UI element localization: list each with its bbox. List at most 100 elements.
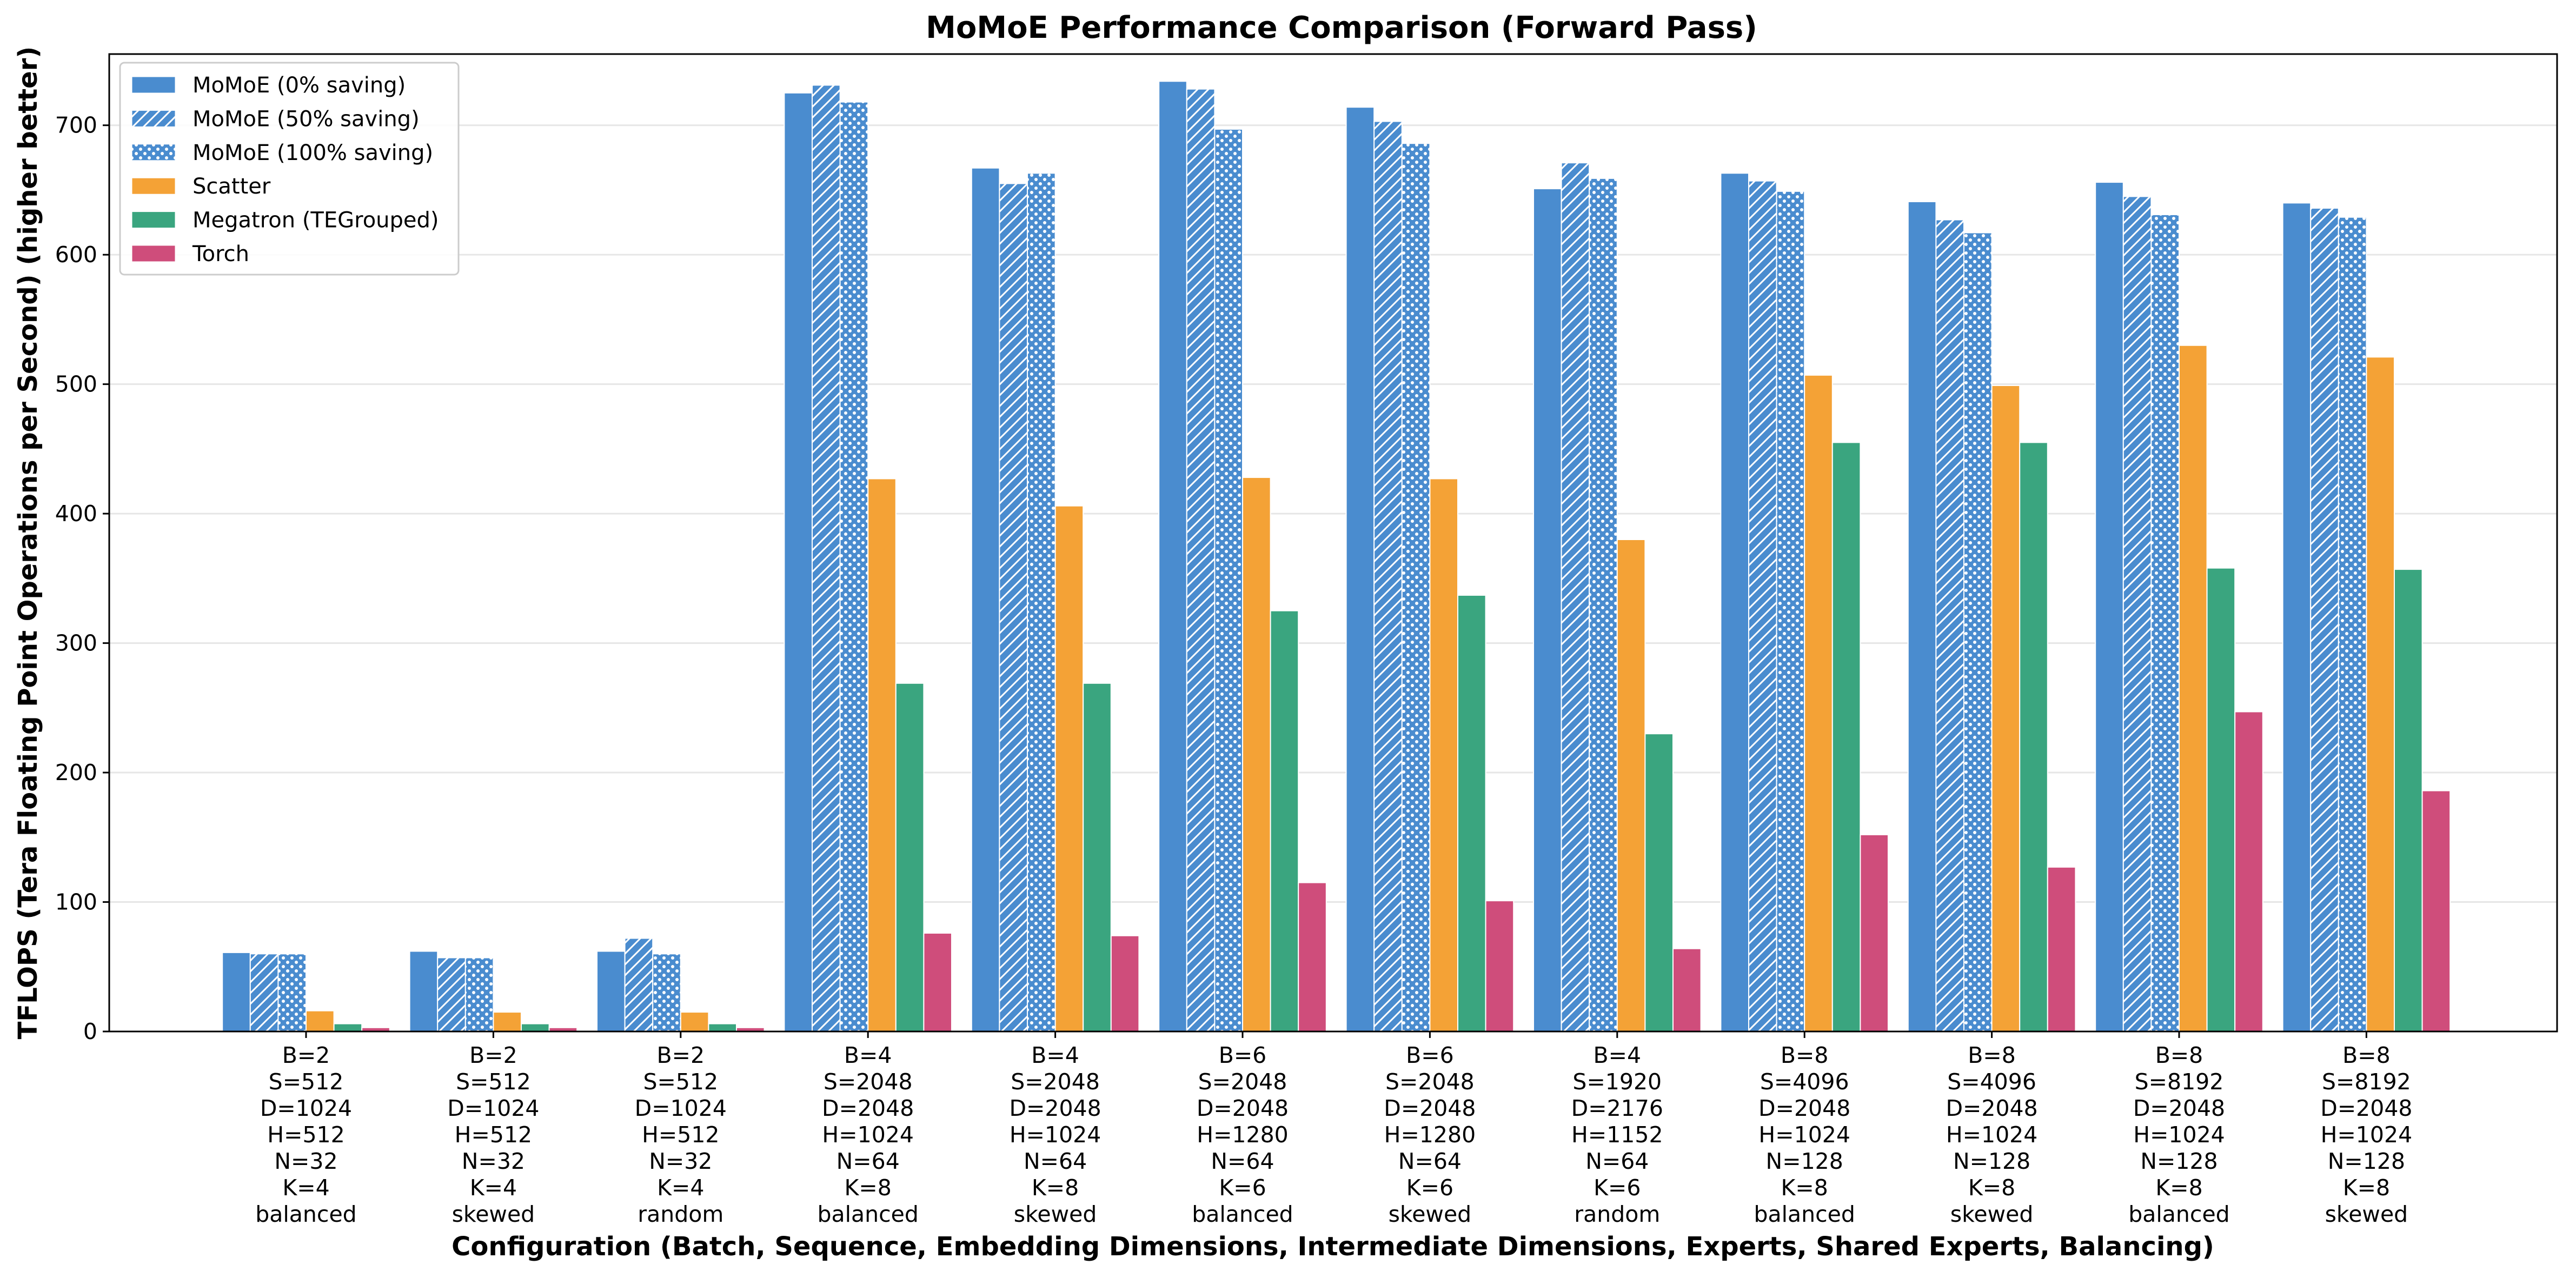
bar <box>437 957 466 1032</box>
bar <box>1935 219 1964 1032</box>
bar <box>1963 232 1993 1032</box>
bar <box>1616 539 1646 1032</box>
bar <box>2366 356 2395 1033</box>
x-tick-label-line: skewed <box>1389 1201 1472 1227</box>
legend-swatch <box>131 76 176 94</box>
x-tick-label-line: K=8 <box>1781 1175 1828 1201</box>
x-tick-label-line: balanced <box>1754 1201 1855 1227</box>
bar <box>1214 128 1243 1033</box>
x-tick-label-line: K=8 <box>1032 1175 1079 1201</box>
bar <box>493 1011 522 1032</box>
x-tick-label-line: skewed <box>2325 1201 2408 1227</box>
x-tick-label: B=4 S=2048 D=2048 H=1024 N=64 K=8 skewed <box>1009 1042 1101 1227</box>
bar <box>1804 374 1833 1032</box>
bar <box>596 950 626 1032</box>
bar <box>2095 182 2124 1033</box>
x-tick-label-line: N=64 <box>836 1148 900 1174</box>
bar <box>652 953 681 1032</box>
bar <box>521 1023 550 1033</box>
grid-lines <box>109 124 2557 903</box>
x-tick-label-line: D=2048 <box>1384 1095 1476 1121</box>
x-tick-label-line: balanced <box>1192 1201 1293 1227</box>
x-tick-label-line: D=2176 <box>1571 1095 1663 1121</box>
x-tick-label-line: N=128 <box>2328 1148 2405 1174</box>
x-tick-label-line: D=1024 <box>447 1095 539 1121</box>
x-tick-label-line: H=1024 <box>1946 1122 2038 1148</box>
bar <box>1644 733 1674 1032</box>
bar <box>839 101 869 1032</box>
bar <box>1589 177 1618 1033</box>
x-tick-label-line: S=1920 <box>1572 1069 1662 1095</box>
y-tick-label: 400 <box>55 501 97 527</box>
x-tick-label: B=4 S=1920 D=2176 H=1152 N=64 K=6 random <box>1571 1042 1663 1227</box>
legend-box <box>119 62 460 276</box>
bar <box>1776 190 1805 1033</box>
x-tick-label-line: B=4 <box>1031 1042 1079 1068</box>
bar <box>1860 834 1889 1032</box>
legend-swatch <box>131 110 176 127</box>
bar <box>680 1011 709 1032</box>
x-tick-label: B=8 S=8192 D=2048 H=1024 N=128 K=8 balanced <box>2128 1042 2229 1227</box>
bar <box>464 957 494 1032</box>
x-tick-label-line: N=128 <box>2140 1148 2218 1174</box>
x-tick-label-line: K=6 <box>1594 1175 1641 1201</box>
x-tick-label-line: B=8 <box>1781 1042 1829 1068</box>
x-tick-label-line: S=2048 <box>824 1069 913 1095</box>
bar <box>1054 505 1084 1032</box>
y-tick-label: 600 <box>55 242 97 268</box>
x-tick-label-line: H=1280 <box>1197 1122 1289 1148</box>
x-tick-label-line: H=1280 <box>1384 1122 1476 1148</box>
x-tick-label-line: K=6 <box>1219 1175 1266 1201</box>
x-axis-label: Configuration (Batch, Sequence, Embeddin… <box>452 1232 2214 1262</box>
bar <box>2421 790 2451 1033</box>
bar <box>1485 900 1515 1033</box>
bar <box>867 478 897 1032</box>
x-tick-label-line: S=8192 <box>2135 1069 2224 1095</box>
x-tick-label-line: N=128 <box>1766 1148 1843 1174</box>
bar <box>2047 866 2076 1032</box>
x-tick-label: B=2 S=512 D=1024 H=512 N=32 K=4 skewed <box>447 1042 539 1227</box>
x-tick-label-line: H=1024 <box>2133 1122 2225 1148</box>
bar <box>1720 172 1749 1032</box>
x-tick-label-line: B=8 <box>2342 1042 2391 1068</box>
x-tick-label: B=2 S=512 D=1024 H=512 N=32 K=4 balanced <box>255 1042 356 1227</box>
bar <box>1748 180 1777 1032</box>
x-tick-label-line: D=1024 <box>635 1095 727 1121</box>
bar <box>1401 143 1431 1032</box>
x-tick-label-line: H=512 <box>267 1122 344 1148</box>
bar <box>2282 202 2312 1032</box>
bar <box>306 1010 335 1033</box>
bar <box>1561 162 1590 1033</box>
x-tick-label-line: K=4 <box>282 1175 329 1201</box>
legend-swatch <box>131 245 176 262</box>
x-tick-label-line: S=512 <box>269 1069 344 1095</box>
y-tick-label: 0 <box>83 1019 97 1044</box>
x-tick-label-line: S=512 <box>456 1069 531 1095</box>
legend-label: Megatron (TEGrouped) <box>192 208 439 233</box>
bars <box>222 81 2451 1033</box>
x-tick-label-line: K=8 <box>2343 1175 2390 1201</box>
x-tick-label-line: K=4 <box>657 1175 704 1201</box>
bar <box>895 682 925 1032</box>
bar <box>708 1023 738 1033</box>
x-tick-label-line: skewed <box>1950 1201 2034 1227</box>
legend-label: MoMoE (50% saving) <box>192 106 420 131</box>
x-tick-label-line: S=4096 <box>1947 1069 2036 1095</box>
bar <box>2019 442 2048 1032</box>
x-tick-label-line: H=512 <box>455 1122 532 1148</box>
bar <box>249 953 279 1032</box>
y-tick-label: 100 <box>55 889 97 915</box>
x-tick-label: B=4 S=2048 D=2048 H=1024 N=64 K=8 balanced <box>817 1042 918 1227</box>
bar <box>333 1023 363 1033</box>
y-tick-label: 300 <box>55 630 97 656</box>
bar <box>1345 106 1375 1033</box>
x-tick-label-line: balanced <box>817 1201 918 1227</box>
plot-frame <box>108 53 2558 1033</box>
x-tick-label-line: K=8 <box>845 1175 892 1201</box>
bar <box>1242 477 1271 1033</box>
x-tick-label-line: skewed <box>1014 1201 1097 1227</box>
x-tick-label-line: S=4096 <box>1760 1069 1849 1095</box>
x-tick-label-line: B=2 <box>469 1042 517 1068</box>
bar <box>1991 385 2021 1032</box>
